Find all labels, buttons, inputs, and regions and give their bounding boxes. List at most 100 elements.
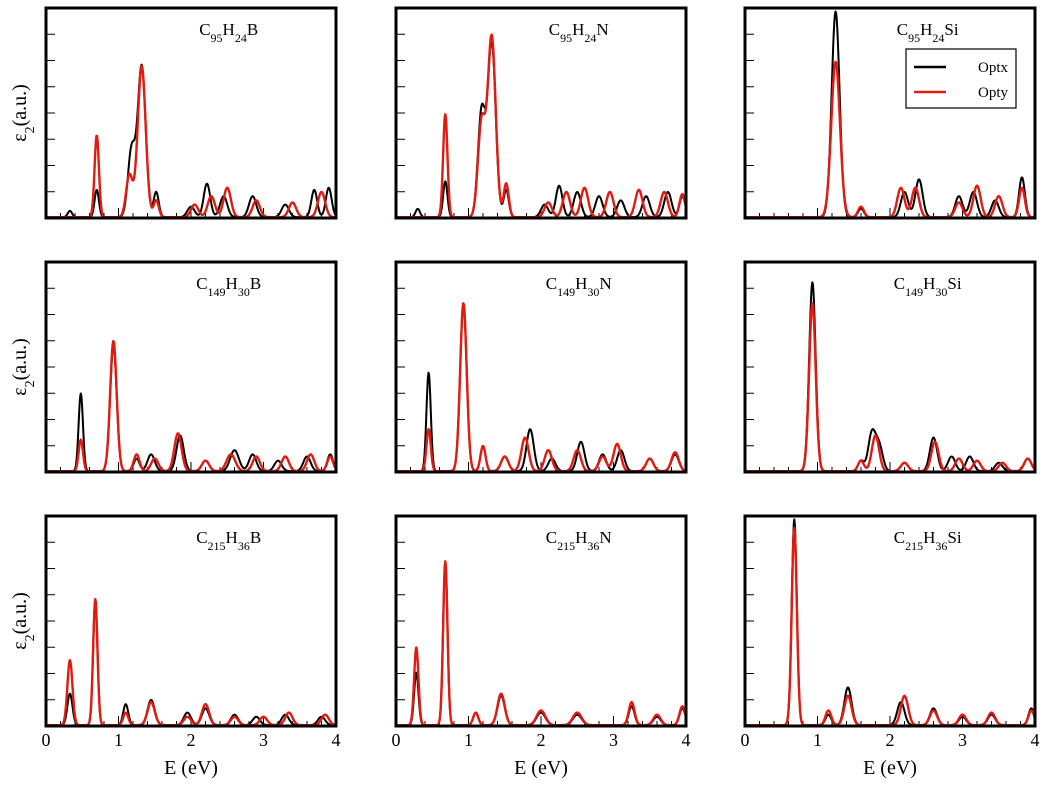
x-tick-label: 4 xyxy=(1031,730,1040,750)
panel-title-subscript: 36 xyxy=(935,539,947,553)
panel-C149H30N: C149H30N xyxy=(394,260,688,474)
panel-title-subscript: 149 xyxy=(208,285,226,299)
panel-title: C149H30N xyxy=(546,274,612,299)
x-tick-label: 2 xyxy=(886,730,895,750)
x-axis-label: E (eV) xyxy=(164,757,218,779)
panel-title-part: C xyxy=(199,20,210,39)
y-axis-symbol: ε xyxy=(9,641,31,649)
panel-title-part: C xyxy=(196,274,207,293)
panel-title-part: H xyxy=(223,20,235,39)
legend-label-optx: Optx xyxy=(978,60,1009,76)
y-axis-unit: (a.u.) xyxy=(9,338,31,380)
panel-title-part: B xyxy=(250,528,261,547)
series-line-opty xyxy=(396,33,686,218)
plot-frame xyxy=(394,260,688,474)
x-tick-label: 0 xyxy=(42,730,51,750)
x-tick-label: 3 xyxy=(958,730,967,750)
plot-frame xyxy=(44,514,338,728)
plot-frame xyxy=(394,514,688,728)
series-line-opty xyxy=(745,526,1035,726)
panel-title: C149H30Si xyxy=(894,274,962,299)
panel-title-subscript: 24 xyxy=(235,31,247,45)
panel-title-part: C xyxy=(894,528,905,547)
y-axis-subscript: 2 xyxy=(23,634,38,641)
panel-title-subscript: 36 xyxy=(238,539,250,553)
y-axis-unit: (a.u.) xyxy=(9,84,31,126)
x-tick-label: 0 xyxy=(392,730,401,750)
plot-frame xyxy=(743,6,1037,220)
x-tick-label: 4 xyxy=(332,730,341,750)
panel-title-part: C xyxy=(546,274,557,293)
series-line-opty xyxy=(46,64,336,218)
series-line-opty xyxy=(46,597,336,726)
panel-title-subscript: 149 xyxy=(557,285,575,299)
panel-title-part: Si xyxy=(947,528,961,547)
series-line-optx xyxy=(396,560,686,726)
panel-title-subscript: 149 xyxy=(905,285,923,299)
panel-title-part: N xyxy=(596,20,608,39)
y-axis-unit: (a.u.) xyxy=(9,592,31,634)
panel-title-subscript: 215 xyxy=(905,539,923,553)
panel-title-subscript: 30 xyxy=(935,285,947,299)
panel-title-part: C xyxy=(897,20,908,39)
panel-title-part: B xyxy=(250,274,261,293)
x-axis-label: E (eV) xyxy=(863,757,917,779)
x-tick-label: 1 xyxy=(464,730,473,750)
plot-frame xyxy=(743,514,1037,728)
y-axis-subscript: 2 xyxy=(23,380,38,387)
panel-title-part: N xyxy=(599,528,611,547)
panel-title-subscript: 215 xyxy=(208,539,226,553)
panel-title: C95H24N xyxy=(549,20,609,45)
series-line-opty xyxy=(745,302,1035,472)
panel-C95H24N: C95H24N xyxy=(394,6,688,220)
panel-title-part: C xyxy=(549,20,560,39)
panel-title-part: H xyxy=(575,528,587,547)
panel-title-part: H xyxy=(226,274,238,293)
y-axis-label: ε2(a.u.) xyxy=(9,592,38,650)
panel-title: C95H24Si xyxy=(897,20,959,45)
panel-title-subscript: 24 xyxy=(932,31,944,45)
x-tick-label: 1 xyxy=(114,730,123,750)
panel-title-part: N xyxy=(599,274,611,293)
series-line-optx xyxy=(46,598,336,726)
panel-title: C215H36Si xyxy=(894,528,962,553)
panel-title-subscript: 30 xyxy=(238,285,250,299)
panel-title-part: Si xyxy=(947,274,961,293)
panel-C215H36Si: C215H36Si 0 1 2 3 4 E (eV) xyxy=(741,514,1040,779)
x-tick-label: 2 xyxy=(537,730,546,750)
panel-title: C215H36N xyxy=(546,528,612,553)
x-tick-label: 2 xyxy=(187,730,196,750)
plot-frame xyxy=(44,260,338,474)
panel-C95H24Si: C95H24Si Optx Opty xyxy=(743,6,1037,220)
panel-title-part: H xyxy=(923,274,935,293)
series-line-optx xyxy=(745,281,1035,472)
panel-title-part: H xyxy=(920,20,932,39)
plot-frame xyxy=(44,6,338,220)
panel-title-part: C xyxy=(546,528,557,547)
series-line-optx xyxy=(46,344,336,472)
panel-title-subscript: 95 xyxy=(211,31,223,45)
series-line-opty xyxy=(396,560,686,726)
panel-title-part: H xyxy=(575,274,587,293)
legend-box xyxy=(905,48,1017,109)
y-axis-symbol: ε xyxy=(9,133,31,141)
panel-title-subscript: 215 xyxy=(557,539,575,553)
series-line-opty xyxy=(46,339,336,472)
series-line-opty xyxy=(396,302,686,472)
panel-title-part: H xyxy=(572,20,584,39)
panel-title: C95H24B xyxy=(199,20,258,45)
panel-C215H36N: C215H36N 0 1 2 3 4 E (eV) xyxy=(392,514,691,779)
y-axis-subscript: 2 xyxy=(23,126,38,133)
panel-title-part: Si xyxy=(944,20,958,39)
plot-frame xyxy=(743,260,1037,474)
series-line-optx xyxy=(46,63,336,218)
y-axis-symbol: ε xyxy=(9,387,31,395)
panel-title-subscript: 36 xyxy=(587,539,599,553)
series-line-optx xyxy=(396,302,686,472)
x-tick-label: 3 xyxy=(259,730,268,750)
panel-title-part: B xyxy=(247,20,258,39)
